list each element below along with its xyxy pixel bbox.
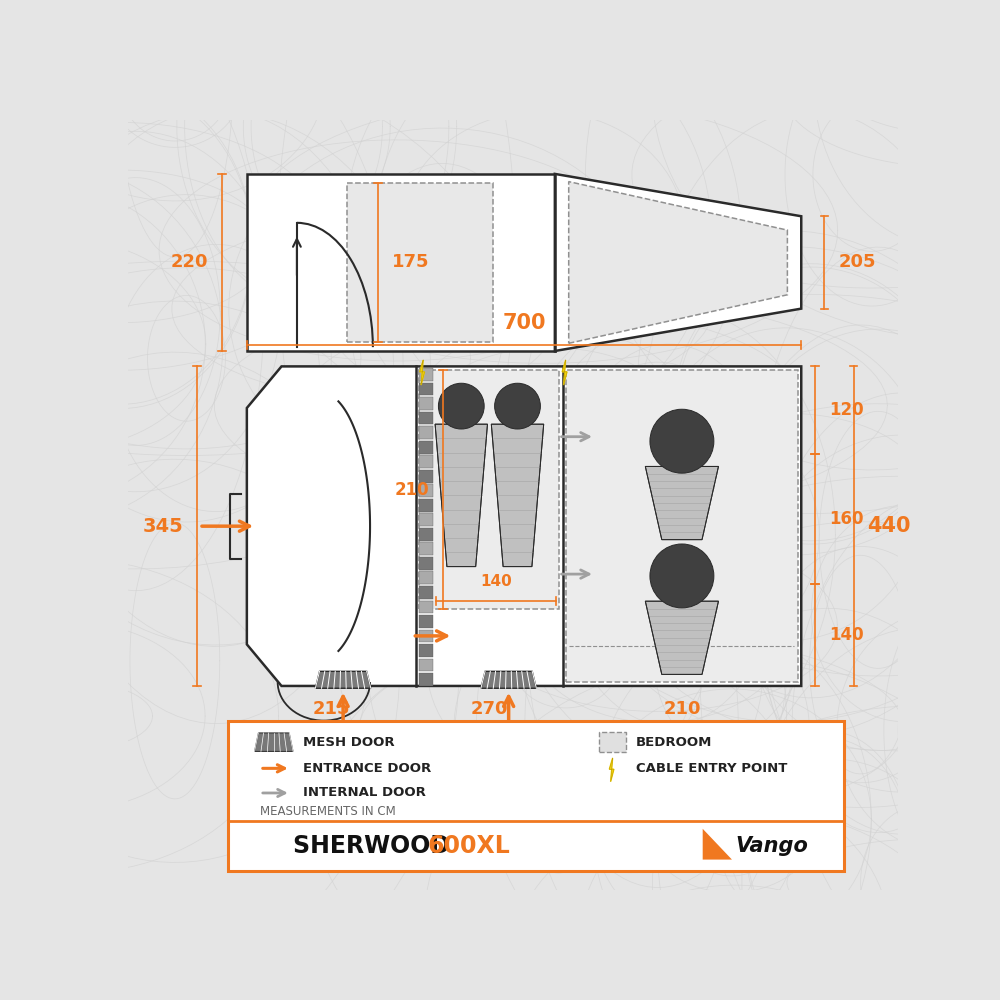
Polygon shape — [435, 424, 487, 567]
Text: MESH DOOR: MESH DOOR — [303, 736, 395, 749]
Text: 140: 140 — [480, 574, 512, 589]
Polygon shape — [562, 360, 567, 385]
Text: 345: 345 — [142, 517, 183, 536]
Polygon shape — [347, 183, 493, 342]
Polygon shape — [419, 513, 433, 526]
Polygon shape — [419, 499, 433, 512]
Polygon shape — [703, 829, 732, 860]
Text: 440: 440 — [867, 516, 911, 536]
Polygon shape — [228, 721, 844, 871]
Polygon shape — [481, 671, 536, 688]
Polygon shape — [419, 673, 433, 686]
Text: INTERNAL DOOR: INTERNAL DOOR — [303, 786, 426, 799]
Polygon shape — [419, 528, 433, 541]
Circle shape — [495, 383, 540, 429]
Polygon shape — [419, 426, 433, 439]
Polygon shape — [645, 466, 718, 540]
Polygon shape — [609, 758, 614, 782]
Text: 215: 215 — [313, 700, 350, 718]
Polygon shape — [419, 370, 559, 609]
Polygon shape — [599, 732, 626, 752]
Polygon shape — [247, 174, 555, 351]
Circle shape — [650, 409, 714, 473]
Polygon shape — [419, 441, 433, 454]
Text: 160: 160 — [829, 510, 863, 528]
Text: BEDROOM: BEDROOM — [636, 736, 712, 749]
Polygon shape — [419, 542, 433, 555]
Text: MEASUREMENTS IN CM: MEASUREMENTS IN CM — [260, 805, 396, 818]
Polygon shape — [419, 615, 433, 628]
Text: ENTRANCE DOOR: ENTRANCE DOOR — [303, 762, 431, 775]
Polygon shape — [419, 397, 433, 410]
Polygon shape — [420, 360, 425, 385]
Text: 120: 120 — [829, 401, 864, 419]
Text: 175: 175 — [392, 253, 429, 271]
Polygon shape — [315, 671, 371, 688]
Polygon shape — [247, 366, 801, 686]
Polygon shape — [419, 644, 433, 657]
Text: 210: 210 — [395, 481, 429, 499]
Polygon shape — [419, 455, 433, 468]
Polygon shape — [419, 470, 433, 483]
Polygon shape — [555, 174, 801, 351]
Text: 210: 210 — [663, 700, 701, 718]
Polygon shape — [255, 733, 293, 751]
Polygon shape — [419, 586, 433, 599]
Polygon shape — [419, 383, 433, 395]
Text: 270: 270 — [471, 700, 508, 718]
Polygon shape — [491, 424, 544, 567]
Polygon shape — [419, 557, 433, 570]
Polygon shape — [419, 601, 433, 613]
Circle shape — [438, 383, 484, 429]
Polygon shape — [419, 412, 433, 424]
Polygon shape — [419, 571, 433, 584]
Text: Vango: Vango — [736, 836, 809, 856]
Text: CABLE ENTRY POINT: CABLE ENTRY POINT — [636, 762, 787, 775]
Text: SHERWOOD: SHERWOOD — [293, 834, 458, 858]
Polygon shape — [419, 630, 433, 642]
Polygon shape — [419, 659, 433, 671]
Polygon shape — [566, 370, 798, 682]
Circle shape — [650, 544, 714, 608]
Text: 600XL: 600XL — [428, 834, 511, 858]
Polygon shape — [419, 368, 433, 381]
Polygon shape — [645, 601, 718, 674]
Text: 140: 140 — [829, 626, 864, 644]
Text: 700: 700 — [502, 313, 546, 333]
Text: 220: 220 — [171, 253, 208, 271]
Polygon shape — [419, 484, 433, 497]
Polygon shape — [569, 182, 787, 343]
Text: 205: 205 — [838, 253, 876, 271]
